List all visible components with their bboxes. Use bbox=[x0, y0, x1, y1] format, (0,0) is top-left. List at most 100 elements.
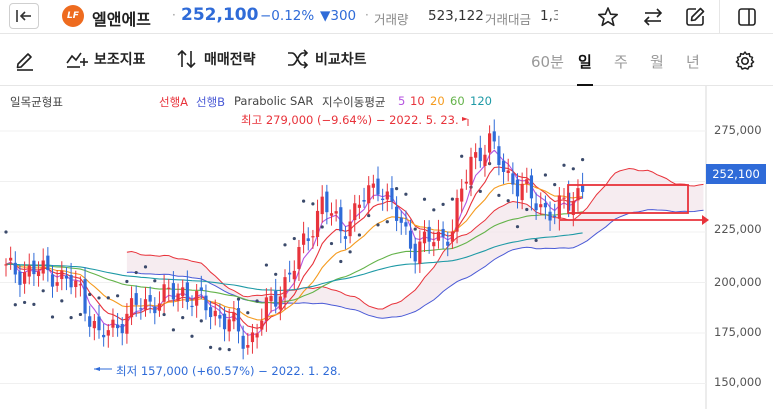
sar-dot bbox=[525, 207, 529, 212]
sar-dot bbox=[283, 243, 287, 247]
sar-dot bbox=[69, 315, 73, 320]
candle-body bbox=[236, 308, 241, 332]
candle-body bbox=[483, 154, 487, 166]
candle-body bbox=[50, 274, 55, 287]
candle-body bbox=[213, 310, 217, 317]
collapse-left-button[interactable] bbox=[9, 3, 39, 29]
period-month[interactable]: 월 bbox=[650, 53, 664, 71]
candle-body bbox=[367, 185, 371, 204]
settings-button[interactable] bbox=[733, 49, 757, 73]
candle-body bbox=[478, 147, 482, 162]
candle-body bbox=[506, 170, 510, 174]
period-day[interactable]: 일 bbox=[578, 53, 592, 71]
legend-ema-60[interactable]: 60 bbox=[450, 94, 465, 108]
indicator-icon bbox=[66, 52, 88, 68]
indicator-button[interactable]: 보조지표 bbox=[66, 49, 146, 69]
sar-dot bbox=[320, 225, 324, 229]
strategy-button[interactable]: 매매전략 bbox=[176, 49, 256, 69]
legend-ema-label[interactable]: 지수이동평균 bbox=[322, 95, 386, 109]
legend-span-b[interactable]: 선행B bbox=[196, 95, 226, 109]
price-chart[interactable] bbox=[0, 86, 773, 409]
period-year[interactable]: 년 bbox=[686, 53, 700, 71]
legend-span-a[interactable]: 선행A bbox=[159, 95, 189, 109]
candle-body bbox=[102, 334, 106, 338]
candle-body bbox=[553, 215, 557, 217]
candle-body bbox=[343, 236, 348, 239]
candle-body bbox=[381, 198, 385, 201]
legend-ema-5[interactable]: 5 bbox=[398, 94, 406, 108]
candle-body bbox=[371, 183, 375, 188]
candle-body bbox=[288, 272, 292, 275]
panel-toggle-button[interactable] bbox=[734, 4, 760, 30]
draw-button[interactable] bbox=[14, 49, 36, 71]
candle-body bbox=[302, 233, 306, 245]
ema-10-line bbox=[5, 166, 583, 329]
candle-body bbox=[269, 296, 273, 302]
candle-body bbox=[292, 270, 296, 280]
sar-dot bbox=[274, 272, 278, 276]
candle-body bbox=[260, 320, 264, 330]
candle-body bbox=[418, 241, 422, 264]
candle-body bbox=[27, 265, 31, 277]
candle-body bbox=[520, 183, 524, 201]
sar-dot bbox=[88, 292, 92, 297]
period-60min[interactable]: 60분 bbox=[531, 53, 564, 71]
sar-dot bbox=[255, 299, 259, 303]
logo-text: LF bbox=[67, 11, 79, 21]
candle-body bbox=[74, 280, 78, 288]
candle-body bbox=[162, 284, 166, 302]
candle-body bbox=[255, 333, 259, 338]
candle-body bbox=[460, 188, 464, 202]
parabolic-sar-dots bbox=[4, 154, 585, 352]
candle-body bbox=[422, 231, 427, 244]
current-price: 252,100 bbox=[181, 5, 259, 25]
sar-dot bbox=[404, 192, 408, 196]
candle-body bbox=[116, 324, 120, 329]
candle-body bbox=[139, 308, 143, 310]
candle-body bbox=[32, 260, 36, 275]
candle-body bbox=[474, 152, 478, 158]
sar-dot bbox=[506, 199, 510, 203]
high-annotation: 최고 279,000 (−9.64%) − 2022. 5. 23. bbox=[241, 113, 459, 127]
legend-ema-20[interactable]: 20 bbox=[430, 94, 445, 108]
sar-dot bbox=[460, 154, 464, 158]
legend-ema-120[interactable]: 120 bbox=[470, 94, 492, 108]
sar-dot bbox=[292, 236, 296, 241]
candle-body bbox=[250, 332, 255, 343]
candle-body bbox=[23, 272, 27, 284]
candle-body bbox=[106, 330, 110, 336]
legend-ema-10[interactable]: 10 bbox=[410, 94, 425, 108]
sar-dot bbox=[385, 220, 389, 224]
compare-button[interactable]: 비교차트 bbox=[287, 49, 367, 69]
sar-dot bbox=[534, 238, 538, 243]
chart-canvas[interactable] bbox=[0, 86, 773, 409]
candle-body bbox=[153, 306, 157, 314]
volume-label: 거래량 bbox=[374, 12, 409, 27]
candle-body bbox=[64, 275, 69, 279]
legend-ichimoku[interactable]: 일목균형표 bbox=[10, 95, 63, 109]
candle-body bbox=[455, 197, 459, 232]
period-week[interactable]: 주 bbox=[614, 53, 628, 71]
sar-dot bbox=[116, 294, 120, 298]
candle-body bbox=[320, 196, 324, 215]
legend-sar[interactable]: Parabolic SAR bbox=[234, 94, 314, 108]
edit-button[interactable] bbox=[682, 4, 708, 30]
low-annotation: 최저 157,000 (+60.57%) − 2022. 1. 28. bbox=[116, 364, 341, 378]
indicator-label: 보조지표 bbox=[94, 52, 146, 68]
candle-body bbox=[125, 313, 129, 334]
favorite-button[interactable] bbox=[595, 4, 621, 30]
candle-body bbox=[334, 211, 338, 214]
candle-body bbox=[46, 255, 50, 271]
candle-body bbox=[209, 307, 213, 318]
swap-button[interactable] bbox=[640, 4, 666, 30]
candle-body bbox=[339, 207, 343, 232]
candle-body bbox=[311, 236, 315, 238]
candle-body bbox=[543, 203, 547, 208]
candle-body bbox=[395, 206, 399, 221]
top-bar: LF 엘앤에프 · 252,100 −0.12% ▼300 · 거래량 523,… bbox=[0, 0, 773, 34]
sar-dot bbox=[236, 297, 241, 301]
sar-dot bbox=[32, 302, 36, 307]
sar-dot bbox=[227, 348, 231, 352]
ema-120-line bbox=[5, 232, 583, 291]
candle-body bbox=[450, 231, 454, 242]
